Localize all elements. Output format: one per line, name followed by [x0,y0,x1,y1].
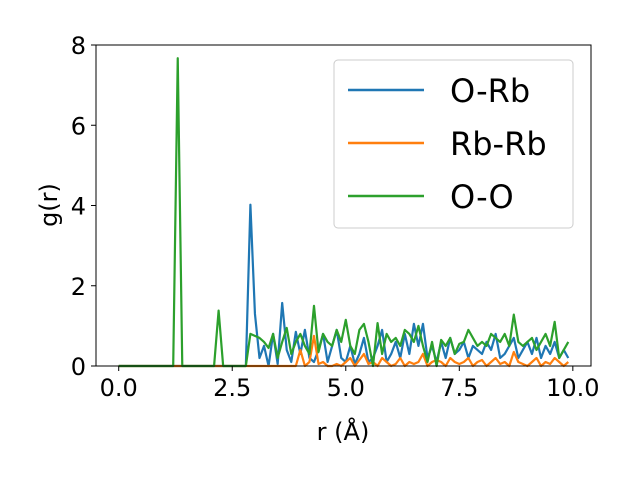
legend-label: O-Rb [450,72,530,110]
y-tick-label: 0 [71,353,86,381]
series-line-rb-rb [118,334,570,368]
y-tick-label: 8 [71,32,86,60]
legend-label: O-O [450,178,514,216]
legend-box [333,59,574,229]
x-tick-label: 7.5 [440,374,478,402]
x-axis-ticks: 0.0 2.5 5.0 7.5 10.0 [100,366,600,402]
x-tick-label: 2.5 [213,374,251,402]
series-layer [118,57,570,368]
y-tick-label: 6 [71,112,86,140]
y-axis-ticks: 0 2 4 6 8 [71,32,96,381]
y-tick-label: 4 [71,193,86,221]
x-tick-label: 0.0 [100,374,138,402]
legend: O-Rb Rb-Rb O-O [333,59,574,229]
series-line-o-o [118,57,570,368]
x-tick-label: 5.0 [327,374,365,402]
y-axis-label: g(r) [35,183,63,227]
y-tick-label: 2 [71,273,86,301]
x-tick-label: 10.0 [546,374,599,402]
x-axis-label: r (Å) [317,417,370,446]
legend-label: Rb-Rb [450,125,547,163]
